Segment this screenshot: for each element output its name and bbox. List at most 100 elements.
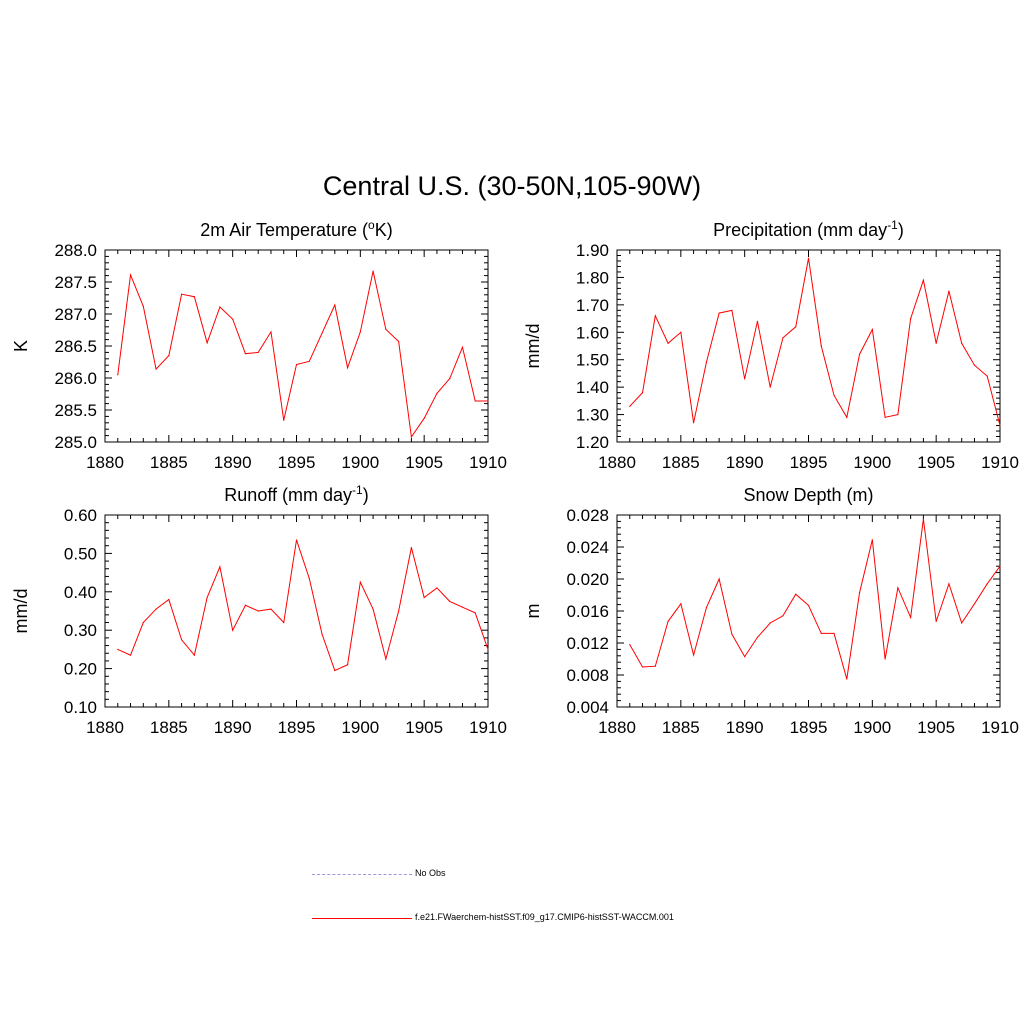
data-point: [973, 364, 976, 366]
x-tick-label: 1900: [853, 453, 891, 472]
panel-title-text: Snow Depth (m): [743, 485, 873, 505]
data-point: [372, 270, 374, 272]
data-point: [321, 332, 323, 334]
chart-panel-1: 1880 1885 1890 1895 1900 1905 1910 285.0 285.5 28…: [11, 218, 507, 472]
panel-title-suffix: ): [898, 220, 904, 240]
data-point: [283, 621, 285, 624]
data-point: [641, 392, 644, 394]
panel-title-text: Precipitation (mm day: [713, 220, 887, 240]
data-point: [461, 346, 464, 348]
data-point: [168, 598, 170, 601]
data-point: [385, 328, 387, 330]
x-tick-label: 1900: [853, 718, 891, 737]
x-tick-label: 1910: [469, 718, 507, 737]
data-point: [948, 290, 950, 292]
data-point: [680, 603, 682, 605]
data-point: [219, 566, 221, 568]
data-point: [410, 547, 412, 549]
data-point: [897, 413, 899, 416]
data-point: [129, 654, 132, 656]
y-axis-label: K: [11, 340, 31, 352]
panel-title-suffix: K): [375, 220, 393, 240]
data-point: [449, 378, 451, 380]
y-tick-label: 1.90: [576, 241, 609, 260]
x-tick-label: 1890: [726, 453, 764, 472]
data-point: [257, 351, 259, 353]
x-tick-label: 1880: [598, 718, 636, 737]
data-point: [219, 306, 221, 308]
data-point: [487, 400, 489, 402]
y-tick-label: 287.5: [54, 273, 97, 292]
data-point: [206, 596, 208, 599]
data-point: [705, 361, 707, 364]
legend-dashed-line: [312, 874, 412, 875]
data-point: [897, 587, 899, 589]
chart-panel-3: 1880 1885 1890 1895 1900 1905 1910 0.10 0.20 0.30…: [11, 483, 507, 737]
panel-title: Snow Depth (m): [743, 485, 873, 505]
data-point: [117, 374, 119, 376]
data-point: [871, 539, 873, 541]
y-axis-label: mm/d: [11, 589, 31, 634]
series-line: [629, 258, 1001, 426]
y-tick-label: 1.60: [576, 323, 609, 342]
data-point: [846, 678, 848, 680]
x-tick-label: 1895: [790, 453, 828, 472]
data-point: [359, 331, 361, 333]
data-point: [744, 656, 746, 658]
data-point: [795, 593, 797, 595]
x-tick-label: 1890: [214, 453, 252, 472]
data-point: [769, 386, 771, 388]
data-point: [922, 279, 925, 281]
data-point: [986, 375, 988, 377]
y-tick-label: 0.30: [64, 621, 97, 640]
data-point: [142, 621, 144, 624]
data-point: [973, 603, 976, 605]
panel-title: Runoff (mm day-1): [224, 483, 368, 505]
data-point: [922, 518, 925, 520]
data-point: [910, 317, 912, 320]
data-point: [871, 328, 873, 331]
x-tick-label: 1895: [790, 718, 828, 737]
data-point: [667, 620, 669, 623]
y-tick-label: 0.024: [566, 538, 609, 557]
data-point: [782, 337, 784, 339]
data-point: [693, 654, 695, 656]
data-point: [807, 604, 810, 607]
x-tick-label: 1885: [662, 718, 700, 737]
data-point: [935, 620, 937, 623]
data-point: [961, 622, 963, 624]
y-tick-label: 0.028: [566, 506, 609, 525]
x-tick-label: 1885: [150, 453, 188, 472]
data-point: [629, 644, 631, 646]
x-tick-label: 1885: [662, 453, 700, 472]
series-line: [117, 539, 489, 672]
data-point: [782, 615, 784, 617]
y-tick-label: 285.0: [54, 433, 97, 452]
series-line: [117, 271, 488, 439]
data-point: [935, 342, 937, 344]
plot-frame: [104, 249, 489, 443]
data-point: [232, 318, 234, 320]
legend-label: No Obs: [415, 868, 446, 878]
legend-label: f.e21.FWaerchem-histSST.f09_g17.CMIP6-hi…: [415, 912, 674, 922]
data-point: [295, 539, 298, 541]
panel-title-superscript: -1: [352, 483, 363, 497]
data-point: [858, 592, 861, 594]
plot-frame: [616, 249, 1001, 443]
panel-title-text: Runoff (mm day: [224, 485, 352, 505]
data-point: [308, 360, 310, 362]
data-point: [986, 583, 988, 585]
x-tick-label: 1880: [598, 453, 636, 472]
y-tick-label: 1.30: [576, 406, 609, 425]
data-point: [756, 636, 759, 639]
data-point: [398, 340, 400, 343]
y-tick-label: 0.020: [566, 570, 609, 589]
data-point: [193, 296, 195, 298]
data-point: [629, 405, 631, 407]
data-point: [820, 632, 822, 635]
data-point: [181, 293, 183, 295]
y-tick-label: 288.0: [54, 241, 97, 260]
data-point: [820, 345, 822, 347]
data-point: [244, 604, 247, 606]
y-tick-label: 0.50: [64, 544, 97, 563]
